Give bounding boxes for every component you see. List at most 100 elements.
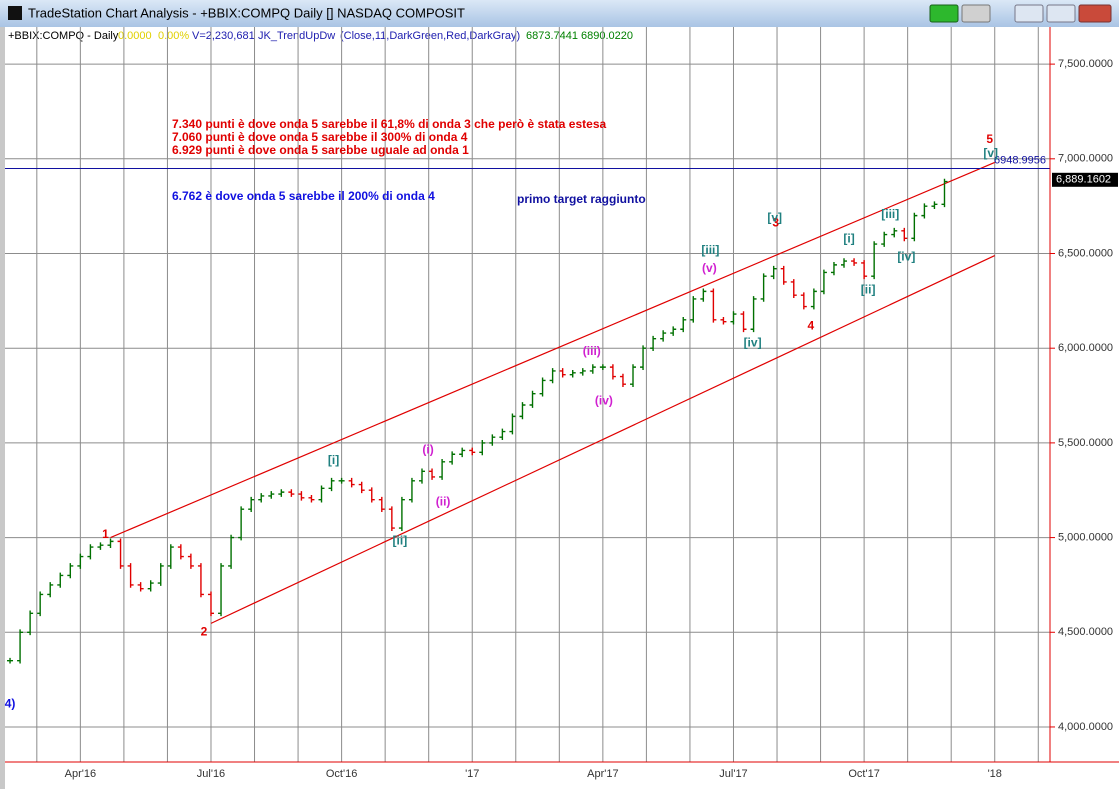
price-bar <box>599 364 606 370</box>
price-bar <box>700 288 707 302</box>
wave-label: [i] <box>843 231 854 245</box>
price-bar <box>157 563 164 586</box>
change-pct: 0.00% <box>158 30 189 42</box>
y-tick-label: 6,000.0000 <box>1058 342 1113 354</box>
price-bar <box>338 477 345 484</box>
note: 7.060 punti è dove onda 5 sarebbe il 300… <box>172 130 468 144</box>
price-bar <box>398 496 405 531</box>
x-tick-label: Jul'16 <box>197 768 225 780</box>
price-bar <box>690 296 697 323</box>
wave-label: [v] <box>767 211 782 225</box>
price-bar <box>358 481 365 494</box>
price-bar <box>368 487 375 503</box>
wave-label: 1 <box>102 527 109 541</box>
price-bar <box>569 369 576 378</box>
y-tick-label: 4,000.0000 <box>1058 721 1113 733</box>
change: 0.0000 <box>118 30 152 42</box>
price-bar <box>780 265 787 285</box>
channel-line <box>110 161 995 539</box>
price-bar <box>519 402 526 420</box>
price-bar <box>499 428 506 441</box>
price-bar <box>660 330 667 342</box>
y-tick-label: 4,500.0000 <box>1058 626 1113 638</box>
price-bar <box>117 538 124 569</box>
app-icon <box>8 6 22 20</box>
price-bar <box>750 296 757 333</box>
wave-label: [v] <box>983 146 998 160</box>
price-bar <box>67 563 74 579</box>
price-bar <box>7 657 14 664</box>
menu-button[interactable] <box>961 4 991 23</box>
wave-label: [iii] <box>881 207 899 221</box>
price-bar <box>127 563 134 588</box>
price-bar <box>710 288 717 323</box>
price-bar <box>248 496 255 513</box>
price-bar <box>640 345 647 370</box>
y-tick-label: 7,500.0000 <box>1058 58 1113 70</box>
maximize-button[interactable] <box>1046 4 1076 23</box>
minimize-button[interactable] <box>1014 4 1044 23</box>
x-tick-label: '17 <box>465 768 479 780</box>
price-bar <box>790 279 797 299</box>
x-tick-label: Oct'17 <box>848 768 879 780</box>
x-tick-label: Oct'16 <box>326 768 357 780</box>
price-bar <box>579 368 586 376</box>
last-price-label: 6,889.1602 <box>1056 174 1111 186</box>
price-bar <box>57 572 64 588</box>
price-bar <box>549 368 556 384</box>
price-bar <box>298 491 305 501</box>
price-bar <box>851 258 858 266</box>
wave-label: (v) <box>702 261 717 275</box>
price-bar <box>147 580 154 592</box>
price-bar <box>268 491 275 499</box>
y-tick-label: 6,500.0000 <box>1058 247 1113 259</box>
price-bar <box>278 489 285 497</box>
left-border <box>0 27 5 789</box>
plot-area: 4,000.0000 4,500.0000 5,000.0000 5,500.0000… <box>5 27 1113 780</box>
x-tick-label: Apr'17 <box>587 768 618 780</box>
price-bar <box>680 316 687 333</box>
price-bar <box>197 563 204 598</box>
price-bar <box>459 447 466 458</box>
price-bar <box>901 227 908 242</box>
wave-label: (i) <box>422 443 433 457</box>
price-bar <box>27 610 34 636</box>
price-bar <box>871 241 878 280</box>
price-bar <box>37 591 44 617</box>
note: 6.929 punti è dove onda 5 sarebbe uguale… <box>172 143 469 157</box>
window-title: TradeStation Chart Analysis - +BBIX:COMP… <box>28 5 465 20</box>
wave-label: [i] <box>328 453 339 467</box>
price-bar <box>720 316 727 325</box>
y-tick-label: 5,000.0000 <box>1058 531 1113 543</box>
price-bar <box>187 553 194 569</box>
price-bar <box>941 178 948 208</box>
price-bar <box>861 260 868 280</box>
price-bar <box>800 292 807 310</box>
symbol-button[interactable] <box>929 4 959 23</box>
price-bar <box>77 553 84 569</box>
price-bar <box>810 288 817 310</box>
price-bar <box>539 377 546 397</box>
close-button[interactable] <box>1078 4 1112 23</box>
wave-label: 4 <box>808 319 815 333</box>
indicator-name: JK_TrendUpDw <box>258 30 335 42</box>
price-bar <box>921 203 928 219</box>
wave-label: 3 <box>772 215 779 229</box>
price-bar <box>167 544 174 569</box>
last-price-box <box>1052 172 1118 187</box>
x-tick-label: Apr'16 <box>65 768 96 780</box>
price-bar <box>288 489 295 497</box>
price-bar <box>881 231 888 247</box>
price-bar <box>670 326 677 336</box>
x-tick-label: Jul'17 <box>719 768 747 780</box>
note: 7.340 punti è dove onda 5 sarebbe il 61,… <box>172 117 606 131</box>
wave-label: 5 <box>986 132 993 146</box>
price-bar <box>17 629 24 664</box>
wave-label: 2 <box>201 624 208 638</box>
price-bar <box>228 534 235 569</box>
price-bar <box>509 413 516 435</box>
price-bar <box>841 258 848 268</box>
wave-label: [ii] <box>861 283 876 297</box>
price-bar <box>630 364 637 388</box>
wave-label: (iii) <box>583 344 601 358</box>
